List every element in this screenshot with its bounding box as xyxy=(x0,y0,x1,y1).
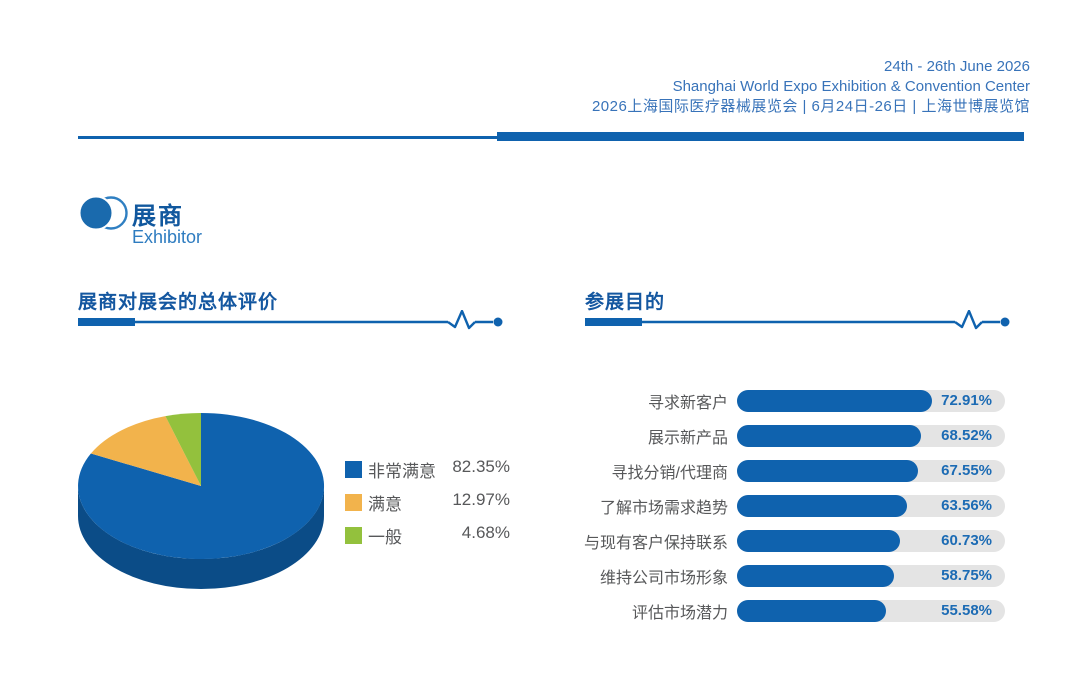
bar-track: 58.75% xyxy=(737,565,1005,587)
bar-track: 68.52% xyxy=(737,425,1005,447)
bar-fill xyxy=(737,460,919,482)
legend-swatch xyxy=(345,460,362,478)
bar-fill xyxy=(737,425,921,447)
overlapping-circles-icon xyxy=(78,195,128,231)
divider-thin-segment xyxy=(78,136,497,139)
bar-row: 展示新产品 68.52% xyxy=(575,425,1005,447)
bar-row: 与现有客户保持联系 60.73% xyxy=(575,530,1005,552)
pie-chart xyxy=(70,403,340,603)
bar-percent: 72.91% xyxy=(941,392,992,409)
legend-value: 12.97% xyxy=(452,489,510,509)
legend-item: 一般 4.68% xyxy=(345,522,510,547)
pie-slice xyxy=(165,412,201,486)
bar-fill xyxy=(737,530,900,552)
legend-value: 82.35% xyxy=(452,456,510,476)
legend-item: 满意 12.97% xyxy=(345,489,510,514)
bar-label: 维持公司市场形象 xyxy=(599,570,728,587)
page-title-cn: 展商 xyxy=(132,203,184,230)
pulse-line-decoration xyxy=(585,310,1010,330)
satisfaction-section-title: 展商对展会的总体评价 xyxy=(78,292,279,313)
bar-label: 寻求新客户 xyxy=(647,395,728,412)
legend-swatch xyxy=(345,493,362,511)
bar-label: 了解市场需求趋势 xyxy=(599,500,728,517)
bar-track: 67.55% xyxy=(737,460,1005,482)
bar-label: 与现有客户保持联系 xyxy=(583,535,728,552)
bar-track: 72.91% xyxy=(737,390,1005,412)
legend-item: 非常满意 82.35% xyxy=(345,456,510,481)
legend-label: 满意 xyxy=(368,494,402,514)
divider-thick-segment xyxy=(497,132,1024,141)
event-title-cn: 2026上海国际医疗器械展览会 | 6月24日-26日 | 上海世博展览馆 xyxy=(591,98,1030,115)
bar-track: 60.73% xyxy=(737,530,1005,552)
bar-track: 55.58% xyxy=(737,600,1005,622)
bar-percent: 60.73% xyxy=(941,532,992,549)
page-title-en: Exhibitor xyxy=(132,227,203,247)
pie-slice xyxy=(90,416,201,486)
pie-legend: 非常满意 82.35% 满意 12.97% 一般 4.68% xyxy=(345,456,510,557)
bar-percent: 67.55% xyxy=(941,462,992,479)
purpose-section-title: 参展目的 xyxy=(585,292,666,313)
bar-row: 寻找分销/代理商 67.55% xyxy=(575,460,1005,482)
bar-fill xyxy=(737,390,933,412)
bar-row: 维持公司市场形象 58.75% xyxy=(575,565,1005,587)
bar-row: 了解市场需求趋势 63.56% xyxy=(575,495,1005,517)
purpose-bar-chart: 寻求新客户 72.91% 展示新产品 68.52% 寻找分销/代理商 67.55… xyxy=(575,390,1005,635)
legend-label: 一般 xyxy=(368,527,402,547)
bar-label: 展示新产品 xyxy=(647,430,728,447)
bar-percent: 68.52% xyxy=(941,427,992,444)
bar-track: 63.56% xyxy=(737,495,1005,517)
event-dates: 24th - 26th June 2026 xyxy=(884,58,1030,75)
bar-fill xyxy=(737,565,895,587)
bar-percent: 55.58% xyxy=(941,602,992,619)
bar-percent: 63.56% xyxy=(941,497,992,514)
bar-fill xyxy=(737,495,908,517)
bar-label: 寻找分销/代理商 xyxy=(611,465,728,482)
bar-label: 评估市场潜力 xyxy=(631,605,728,622)
pie-side xyxy=(78,486,324,589)
bar-row: 评估市场潜力 55.58% xyxy=(575,600,1005,622)
event-header: 24th - 26th June 2026 Shanghai World Exp… xyxy=(592,57,1030,117)
bar-percent: 58.75% xyxy=(941,567,992,584)
pulse-line-decoration xyxy=(78,310,503,330)
event-venue-en: Shanghai World Expo Exhibition & Convent… xyxy=(672,78,1030,95)
bar-fill xyxy=(737,600,886,622)
pie-slice xyxy=(78,413,325,559)
bar-row: 寻求新客户 72.91% xyxy=(575,390,1005,412)
legend-label: 非常满意 xyxy=(368,461,436,481)
legend-swatch xyxy=(345,526,362,544)
pie-slices xyxy=(78,412,325,559)
legend-value: 4.68% xyxy=(461,522,510,542)
